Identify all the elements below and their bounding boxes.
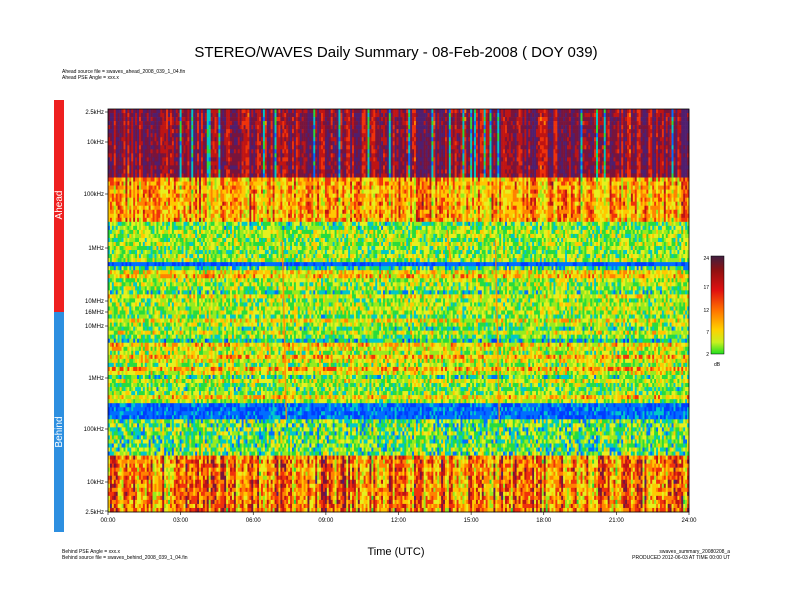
y-tick-label: 10MHz <box>85 324 104 330</box>
colorbar-tick: 2 <box>706 352 709 358</box>
y-tick-label: 1MHz <box>88 376 104 382</box>
x-tick-label: 03:00 <box>173 518 189 524</box>
y-tick-label: 2.5kHz <box>85 510 104 516</box>
radio-burst-mark <box>446 229 452 263</box>
x-tick-label: 12:00 <box>391 518 407 524</box>
x-tick-label: 15:00 <box>464 518 480 524</box>
y-tick-label: 100kHz <box>84 192 104 198</box>
spectrogram-heatmap <box>108 109 690 513</box>
summary-file-note: swaves_summary_20080208_a <box>659 549 730 555</box>
colorbar-tick: 17 <box>703 285 709 291</box>
x-tick-label: 06:00 <box>246 518 262 524</box>
y-tick-label: 10kHz <box>87 140 104 146</box>
ahead-source-file-note: Ahead source file = swaves_ahead_2008_03… <box>62 69 185 75</box>
ahead-panel-label: Ahead <box>54 191 65 220</box>
y-tick-label: 100kHz <box>84 427 104 433</box>
y-tick-label: 16MHz <box>85 310 104 316</box>
colorbar-tick: 7 <box>706 330 709 336</box>
colorbar-unit: dB <box>714 362 721 368</box>
behind-panel-label: Behind <box>54 416 65 447</box>
y-tick-label: 1MHz <box>88 246 104 252</box>
x-tick-label: 09:00 <box>318 518 334 524</box>
ahead-panel-bar <box>54 100 64 312</box>
behind-source-file-note: Behind source file = swaves_behind_2008_… <box>62 555 188 561</box>
x-tick-label: 21:00 <box>609 518 625 524</box>
ahead-pse-angle-note: Ahead PSE Angle = xxx.x <box>62 75 119 81</box>
behind-pse-angle-note: Behind PSE Angle = xxx.x <box>62 549 120 555</box>
y-tick-label: 2.5kHz <box>85 110 104 116</box>
radio-burst-mark <box>494 239 501 421</box>
colorbar <box>710 255 725 355</box>
y-tick-label: 10kHz <box>87 480 104 486</box>
chart-title: STEREO/WAVES Daily Summary - 08-Feb-2008… <box>0 44 792 61</box>
x-tick-label: 00:00 <box>100 518 116 524</box>
radio-burst-mark <box>281 239 288 421</box>
x-tick-label: 18:00 <box>536 518 552 524</box>
x-tick-label: 24:00 <box>681 518 697 524</box>
x-axis-label: Time (UTC) <box>0 546 792 558</box>
behind-panel-bar <box>54 312 64 532</box>
colorbar-tick: 24 <box>703 256 709 262</box>
colorbar-tick: 12 <box>703 308 709 314</box>
produced-note: PRODUCED 2012-06-03 AT TIME 00:00 UT <box>632 555 730 561</box>
y-tick-label: 10MHz <box>85 299 104 305</box>
